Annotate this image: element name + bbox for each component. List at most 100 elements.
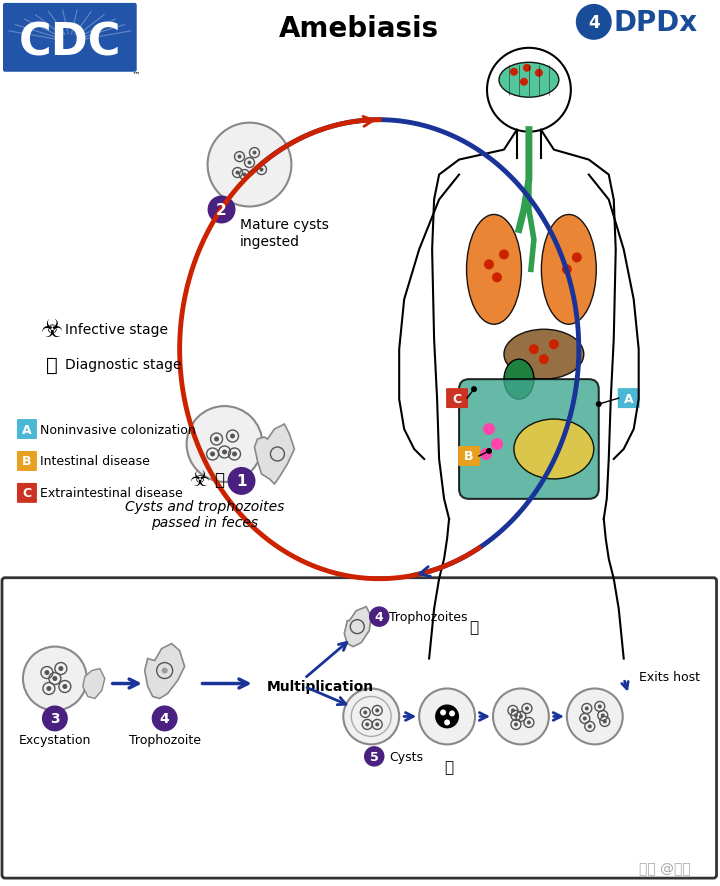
Text: Amebiasis: Amebiasis — [279, 15, 439, 43]
Circle shape — [576, 5, 612, 41]
Circle shape — [520, 79, 528, 87]
FancyBboxPatch shape — [17, 420, 37, 439]
Circle shape — [595, 401, 602, 408]
Circle shape — [228, 468, 256, 495]
Text: Excystation: Excystation — [19, 734, 91, 747]
Circle shape — [419, 688, 475, 744]
Circle shape — [42, 705, 68, 732]
Circle shape — [207, 197, 235, 224]
Text: CDC: CDC — [19, 21, 121, 65]
Circle shape — [253, 152, 256, 155]
Text: Exits host: Exits host — [639, 671, 700, 683]
Text: 🔬: 🔬 — [46, 355, 58, 374]
Circle shape — [449, 711, 455, 717]
Circle shape — [525, 707, 529, 711]
Circle shape — [480, 448, 492, 461]
Circle shape — [514, 713, 518, 718]
Circle shape — [343, 688, 399, 744]
Circle shape — [491, 439, 503, 450]
Circle shape — [232, 452, 237, 457]
Circle shape — [230, 434, 235, 439]
FancyBboxPatch shape — [458, 447, 480, 466]
Text: Mature cysts
ingested: Mature cysts ingested — [240, 218, 328, 248]
Circle shape — [46, 687, 51, 691]
Circle shape — [152, 705, 178, 732]
Text: 知乎 @椅山: 知乎 @椅山 — [639, 861, 690, 875]
FancyBboxPatch shape — [459, 380, 599, 500]
Text: A: A — [624, 392, 634, 405]
Circle shape — [511, 709, 515, 712]
Circle shape — [45, 671, 50, 675]
Text: Cysts and trophozoites
passed in feces: Cysts and trophozoites passed in feces — [125, 500, 284, 530]
FancyBboxPatch shape — [2, 578, 716, 878]
Text: ™: ™ — [132, 71, 140, 80]
Ellipse shape — [514, 420, 594, 479]
FancyBboxPatch shape — [446, 389, 468, 408]
Circle shape — [527, 720, 531, 725]
Circle shape — [222, 450, 227, 455]
Circle shape — [471, 386, 477, 392]
Circle shape — [562, 265, 572, 275]
Text: B: B — [22, 455, 32, 468]
Circle shape — [364, 711, 367, 715]
Text: C: C — [452, 392, 462, 405]
Circle shape — [492, 273, 502, 283]
Text: 🔬: 🔬 — [215, 470, 225, 488]
Circle shape — [53, 676, 58, 681]
Circle shape — [248, 161, 251, 166]
Circle shape — [259, 168, 264, 173]
Ellipse shape — [499, 63, 559, 98]
Polygon shape — [83, 669, 105, 699]
Text: 4: 4 — [160, 711, 169, 726]
Circle shape — [440, 710, 446, 716]
Circle shape — [58, 666, 63, 672]
Circle shape — [499, 250, 509, 260]
Text: Cysts: Cysts — [390, 750, 423, 763]
Text: 3: 3 — [50, 711, 60, 726]
Text: Trophozoite: Trophozoite — [129, 734, 201, 747]
Text: B: B — [464, 450, 474, 463]
Text: 4: 4 — [588, 14, 600, 32]
Text: 4: 4 — [375, 610, 384, 624]
Polygon shape — [145, 644, 184, 699]
Circle shape — [210, 452, 215, 457]
Circle shape — [549, 340, 559, 350]
Circle shape — [444, 719, 450, 726]
Circle shape — [585, 707, 589, 711]
Text: 2: 2 — [216, 203, 227, 218]
Text: DPDx: DPDx — [613, 9, 698, 37]
FancyBboxPatch shape — [17, 452, 37, 471]
Text: C: C — [22, 486, 32, 500]
Text: Diagnostic stage: Diagnostic stage — [65, 358, 181, 372]
Circle shape — [598, 704, 602, 709]
Circle shape — [63, 684, 68, 689]
Ellipse shape — [541, 215, 596, 325]
Circle shape — [484, 260, 494, 270]
Circle shape — [375, 723, 379, 727]
Text: Noninvasive colonization: Noninvasive colonization — [40, 423, 196, 436]
Text: Trophozoites: Trophozoites — [390, 610, 468, 624]
Circle shape — [588, 725, 592, 728]
Polygon shape — [254, 424, 294, 485]
Circle shape — [207, 123, 292, 207]
Circle shape — [235, 171, 240, 175]
Ellipse shape — [504, 330, 584, 380]
Text: A: A — [22, 423, 32, 436]
Text: Extraintestinal disease: Extraintestinal disease — [40, 486, 183, 500]
Circle shape — [238, 155, 241, 159]
Circle shape — [600, 713, 605, 718]
Circle shape — [486, 448, 492, 455]
Circle shape — [493, 688, 549, 744]
Circle shape — [529, 345, 539, 354]
Circle shape — [186, 407, 263, 482]
Circle shape — [514, 723, 518, 727]
Text: ☣: ☣ — [41, 318, 63, 342]
Circle shape — [243, 174, 246, 177]
Polygon shape — [344, 607, 372, 647]
Circle shape — [365, 723, 369, 727]
Circle shape — [535, 70, 543, 78]
Circle shape — [23, 647, 87, 711]
FancyBboxPatch shape — [618, 389, 639, 408]
Circle shape — [214, 437, 219, 442]
Circle shape — [519, 715, 523, 719]
